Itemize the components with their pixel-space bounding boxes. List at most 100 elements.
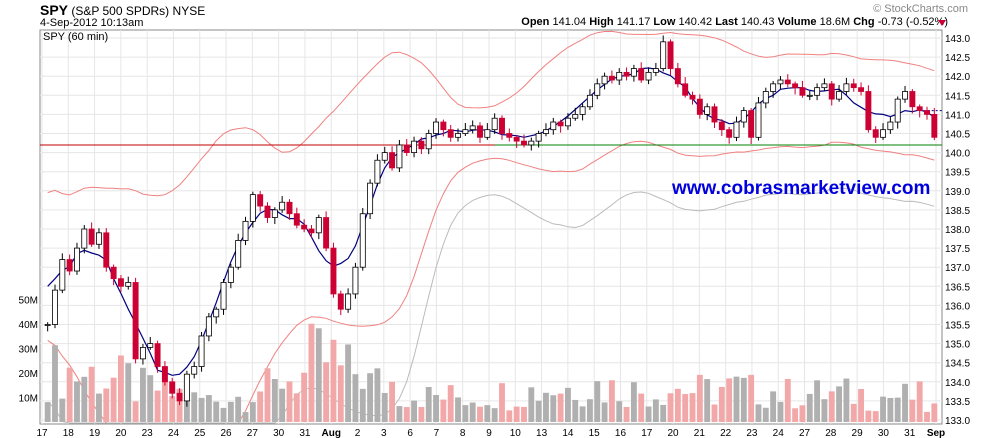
- plot-frame: [39, 29, 943, 425]
- y-tick-label: 136.0: [945, 301, 970, 312]
- watermark: © StockCharts.com: [873, 3, 968, 15]
- volume-bar: [359, 388, 366, 422]
- volume-bar: [440, 399, 447, 422]
- volume-bar: [630, 382, 637, 422]
- candle-body: [330, 247, 337, 295]
- candle: [777, 76, 784, 90]
- candle: [762, 87, 769, 109]
- x-tick-label: 31: [299, 428, 311, 438]
- x-tick-label: 26: [220, 428, 232, 438]
- chart-legend: SPY (60 min): [43, 31, 109, 43]
- candle-body: [726, 129, 733, 138]
- y-tick-label: 136.5: [945, 282, 970, 293]
- candle: [667, 39, 674, 76]
- volume-bar: [447, 385, 454, 422]
- volume-bar: [638, 393, 645, 422]
- x-tick-label: 25: [194, 428, 206, 438]
- candle: [564, 113, 571, 130]
- candle-body: [154, 343, 161, 367]
- x-tick-label: Aug: [322, 428, 341, 438]
- volume-bar: [645, 406, 652, 422]
- volume-bar: [44, 402, 51, 422]
- candle-body: [836, 91, 843, 100]
- candle-body: [52, 289, 58, 325]
- candle: [880, 123, 887, 140]
- candle-body: [286, 201, 293, 215]
- candle: [198, 331, 205, 372]
- candle: [440, 119, 447, 137]
- candle: [301, 219, 308, 233]
- candle: [455, 128, 461, 142]
- volume-bar: [286, 381, 293, 422]
- candle: [792, 81, 799, 95]
- candle-body: [755, 102, 762, 138]
- candle: [125, 276, 132, 290]
- candle: [865, 85, 872, 133]
- candle-body: [491, 117, 498, 131]
- candle-body: [125, 282, 132, 287]
- candle: [88, 222, 95, 247]
- candle-body: [484, 129, 491, 138]
- candle-body: [850, 83, 857, 89]
- volume-bars: [44, 323, 938, 422]
- volume-bar: [96, 393, 102, 422]
- candle-body: [542, 129, 549, 134]
- x-tick-label: 28: [825, 428, 837, 438]
- candle-body: [95, 232, 102, 245]
- candle: [814, 83, 821, 101]
- upper-band-line: [47, 30, 935, 197]
- candle: [748, 108, 755, 144]
- x-tick-label: 9: [486, 428, 492, 438]
- moving-average-line: [47, 67, 935, 376]
- candle: [235, 233, 242, 270]
- candle-body: [117, 278, 124, 287]
- candle: [711, 103, 718, 128]
- candle: [59, 253, 66, 294]
- candle-body: [814, 87, 821, 96]
- x-tick-label: Sep: [927, 428, 945, 438]
- candle-body: [227, 266, 234, 283]
- candle-body: [550, 121, 557, 131]
- candle: [594, 78, 601, 100]
- x-tick-label: 14: [562, 428, 574, 438]
- volume-bar: [169, 396, 176, 422]
- volume-bar: [821, 399, 828, 422]
- candle: [418, 137, 425, 154]
- candle-body: [909, 91, 916, 108]
- volume-bar: [88, 366, 95, 422]
- candlesticks: [44, 35, 938, 407]
- quote-line: Open 141.04 High 141.17 Low 140.42 Last …: [521, 16, 948, 28]
- candle: [623, 67, 630, 81]
- candle: [66, 254, 73, 276]
- candle: [660, 35, 667, 72]
- y-tick-label: 141.0: [945, 110, 970, 121]
- x-tick-label: 13: [536, 428, 548, 438]
- candle-body: [608, 75, 615, 81]
- volume-bar: [198, 397, 205, 422]
- volume-bar: [315, 328, 322, 422]
- candle: [843, 77, 850, 95]
- open-label: Open: [521, 16, 550, 28]
- candle: [176, 388, 183, 406]
- candle-body: [374, 159, 381, 184]
- candle: [359, 207, 366, 271]
- volume-bar: [543, 392, 549, 422]
- volume-bar: [499, 383, 505, 422]
- candle-body: [220, 282, 227, 310]
- volume-bar: [696, 374, 703, 422]
- candle-body: [535, 133, 542, 142]
- candle: [850, 78, 857, 92]
- candle: [52, 284, 58, 329]
- candle-body: [858, 87, 865, 92]
- volume-bar: [293, 393, 300, 422]
- high-label: High: [589, 16, 614, 28]
- volume-bar: [59, 398, 66, 422]
- candle-body: [799, 87, 806, 96]
- candle: [374, 154, 381, 187]
- candle: [271, 207, 278, 225]
- chart-grid: [39, 29, 943, 425]
- candle-body: [301, 224, 308, 230]
- datetime: 4-Sep-2012 10:13am: [40, 17, 144, 29]
- x-tick-label: 20: [115, 428, 127, 438]
- volume-bar: [616, 401, 623, 422]
